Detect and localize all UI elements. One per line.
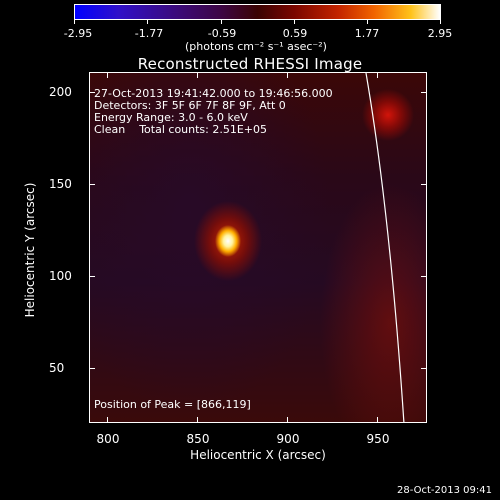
x-tick-label: 850 [186,432,210,446]
y-tick-label: 200 [49,85,72,99]
info-energy-range: Energy Range: 3.0 - 6.0 keV [94,111,248,124]
colorbar [74,4,441,20]
x-tick [107,417,108,423]
x-tick [287,72,288,78]
image-plot-area [89,72,427,423]
info-clean: Clean Total counts: 2.51E+05 [94,123,268,136]
info-time-range: 27-Oct-2013 19:41:42.000 to 19:46:56.000 [94,87,333,100]
colorbar-tick [440,19,441,24]
plot-title: Reconstructed RHESSI Image [137,55,363,73]
y-tick [89,184,95,185]
y-tick-label: 50 [49,361,65,375]
y-axis-title: Heliocentric Y (arcsec) [23,182,37,318]
colorbar-tick-label: 1.77 [354,27,380,40]
colorbar-tick-label: -1.77 [134,27,164,40]
x-tick [377,417,378,423]
x-tick [197,72,198,78]
colorbar-tick-label: -2.95 [63,27,93,40]
colorbar-tick [367,19,368,24]
y-tick [89,368,95,369]
colorbar-tick [74,19,75,24]
y-tick [421,184,427,185]
y-tick [89,276,95,277]
colorbar-tick [294,19,295,24]
colorbar-tick [221,19,222,24]
solar-limb [365,73,405,422]
x-tick [107,72,108,78]
x-tick-label: 800 [96,432,120,446]
colorbar-tick-label: 2.95 [427,27,453,40]
date-stamp: 28-Oct-2013 09:41 [397,485,492,496]
colorbar-tick-label: -0.59 [207,27,237,40]
info-peak-position: Position of Peak = [866,119] [94,398,251,411]
x-tick-label: 950 [366,432,390,446]
colorbar-tick [147,19,148,24]
colorbar-tick-label: 0.59 [282,27,308,40]
y-tick [421,368,427,369]
y-tick [421,92,427,93]
y-tick [89,92,95,93]
x-axis-title: Heliocentric X (arcsec) [190,448,326,462]
y-tick-label: 150 [49,177,72,191]
y-tick [421,276,427,277]
y-tick-label: 100 [49,269,72,283]
x-tick [197,417,198,423]
info-detectors: Detectors: 3F 5F 6F 7F 8F 9F, Att 0 [94,99,286,112]
x-tick-label: 900 [276,432,300,446]
x-tick [377,72,378,78]
colorbar-units: (photons cm⁻² s⁻¹ asec⁻²) [185,40,327,53]
x-tick [287,417,288,423]
